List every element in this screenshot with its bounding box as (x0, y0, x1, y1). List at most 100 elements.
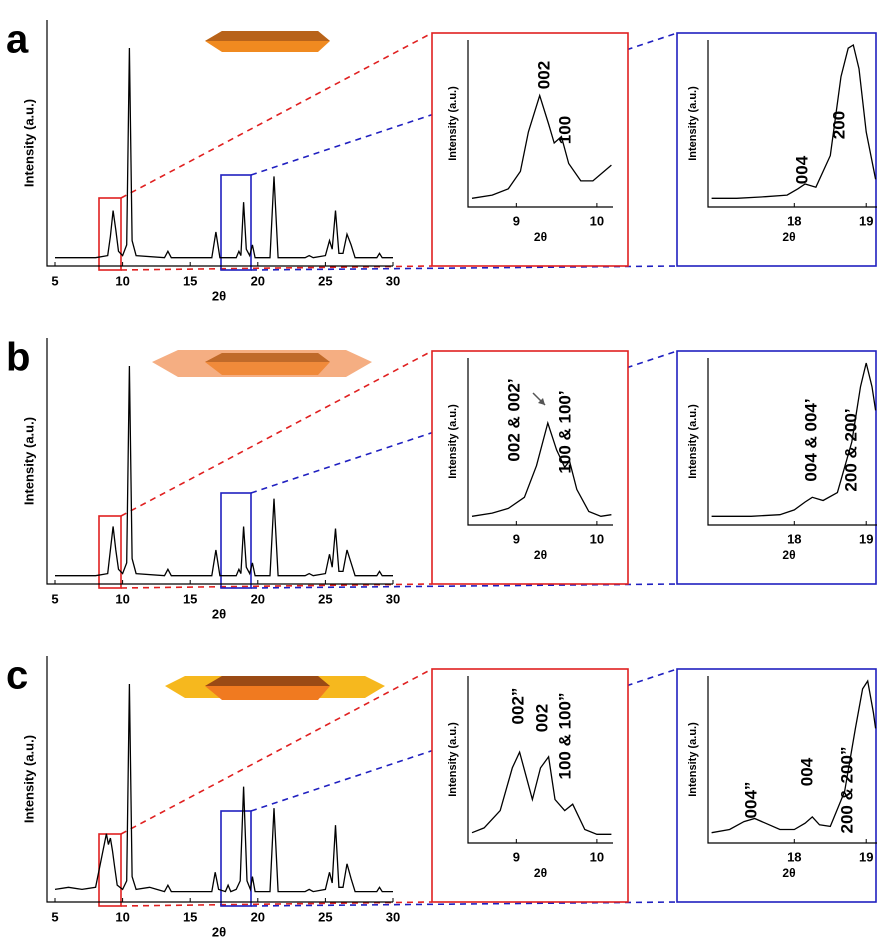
x-axis-label: 2θ (534, 866, 547, 880)
x-tick-label: 10 (590, 531, 604, 546)
zoom-box (98, 833, 122, 907)
crystal-c (165, 676, 385, 700)
y-axis-label: Intensity (a.u.) (447, 86, 459, 161)
zoom-line (120, 265, 433, 271)
x-tick-label: 25 (318, 591, 332, 606)
x-tick-label: 25 (318, 273, 332, 288)
axis (46, 338, 393, 585)
peak-label: 002 & 002’ (504, 378, 523, 461)
x-tick-label: 18 (787, 531, 801, 546)
xrd-curve (711, 43, 877, 199)
zoom-line (120, 668, 433, 835)
xrd-curve (54, 683, 393, 893)
peak-label: 004 (797, 757, 816, 786)
x-axis-label: 2θ (212, 924, 226, 939)
x-tick-label: 15 (183, 909, 197, 924)
x-tick-label: 9 (513, 531, 520, 546)
axis (46, 20, 393, 267)
x-tick-label: 30 (386, 591, 400, 606)
x-tick-label: 10 (115, 273, 129, 288)
x-tick-label: 19 (859, 213, 873, 228)
x-axis-label: 2θ (534, 548, 547, 562)
peak-label: 004 & 004’ (801, 398, 820, 481)
x-axis-label: 2θ (782, 866, 795, 880)
peak-label: 200 (829, 111, 848, 139)
inset-frame (676, 668, 877, 903)
inset-frame (431, 350, 629, 585)
axis (707, 40, 877, 208)
x-tick-label: 20 (251, 909, 265, 924)
arrow-head (538, 398, 545, 405)
peak-label: 200 & 200” (837, 747, 856, 834)
x-tick-label: 10 (590, 849, 604, 864)
x-tick-label: 5 (51, 909, 58, 924)
x-axis-label: 2θ (782, 548, 795, 562)
x-tick-label: 5 (51, 591, 58, 606)
x-axis-label: 2θ (782, 230, 795, 244)
zoom-line (120, 583, 433, 589)
zoom-box (220, 810, 252, 907)
peak-label: 004 (792, 155, 811, 184)
peak-label: 002” (508, 688, 527, 725)
x-tick-label: 25 (318, 909, 332, 924)
zoom-line (120, 32, 433, 199)
x-axis-label: 2θ (212, 288, 226, 303)
axis (707, 358, 877, 526)
xrd-curve (471, 750, 612, 835)
x-tick-label: 5 (51, 273, 58, 288)
x-tick-label: 10 (115, 909, 129, 924)
zoom-box (220, 492, 252, 589)
y-axis-label: Intensity (a.u.) (21, 99, 36, 187)
x-tick-label: 18 (787, 213, 801, 228)
axis (467, 358, 613, 526)
y-axis-label: Intensity (a.u.) (21, 417, 36, 505)
zoom-line (120, 901, 433, 907)
x-tick-label: 9 (513, 213, 520, 228)
peak-label: 100 & 100” (555, 693, 574, 780)
inset-frame (431, 32, 629, 267)
y-axis-label: Intensity (a.u.) (687, 722, 699, 797)
x-tick-label: 18 (787, 849, 801, 864)
peak-label: 100 (555, 116, 574, 144)
inset-frame (676, 32, 877, 267)
x-axis-label: 2θ (212, 606, 226, 621)
peak-label: 200 & 200’ (841, 408, 860, 491)
axis (467, 676, 613, 844)
peak-label: 002 (534, 61, 553, 89)
xrd-curve (711, 679, 877, 834)
x-tick-label: 9 (513, 849, 520, 864)
xrd-curve (711, 362, 877, 517)
axis (707, 676, 877, 844)
xrd-curve (471, 93, 612, 199)
y-axis-label: Intensity (a.u.) (447, 722, 459, 797)
x-tick-label: 20 (251, 591, 265, 606)
peak-label: 004” (741, 782, 760, 819)
axis (46, 656, 393, 903)
x-tick-label: 19 (859, 531, 873, 546)
zoom-line (120, 350, 433, 517)
xrd-curve (55, 47, 393, 259)
inset-frame (431, 668, 629, 903)
y-axis-label: Intensity (a.u.) (687, 86, 699, 161)
x-tick-label: 15 (183, 273, 197, 288)
panel-label: b (6, 336, 30, 380)
zoom-box (98, 515, 122, 589)
zoom-box (220, 174, 252, 271)
x-tick-label: 10 (115, 591, 129, 606)
panel-label: a (6, 18, 29, 62)
xrd-curve (55, 365, 393, 577)
x-tick-label: 30 (386, 273, 400, 288)
x-tick-label: 10 (590, 213, 604, 228)
xrd-curve (471, 420, 612, 517)
crystal-b (152, 350, 372, 377)
panel-label: c (6, 654, 28, 698)
x-tick-label: 20 (251, 273, 265, 288)
axis (467, 40, 613, 208)
x-tick-label: 19 (859, 849, 873, 864)
y-axis-label: Intensity (a.u.) (21, 735, 36, 823)
peak-label: 100 & 100’ (555, 390, 574, 473)
x-tick-label: 15 (183, 591, 197, 606)
peak-label: 002 (532, 704, 551, 732)
x-axis-label: 2θ (534, 230, 547, 244)
